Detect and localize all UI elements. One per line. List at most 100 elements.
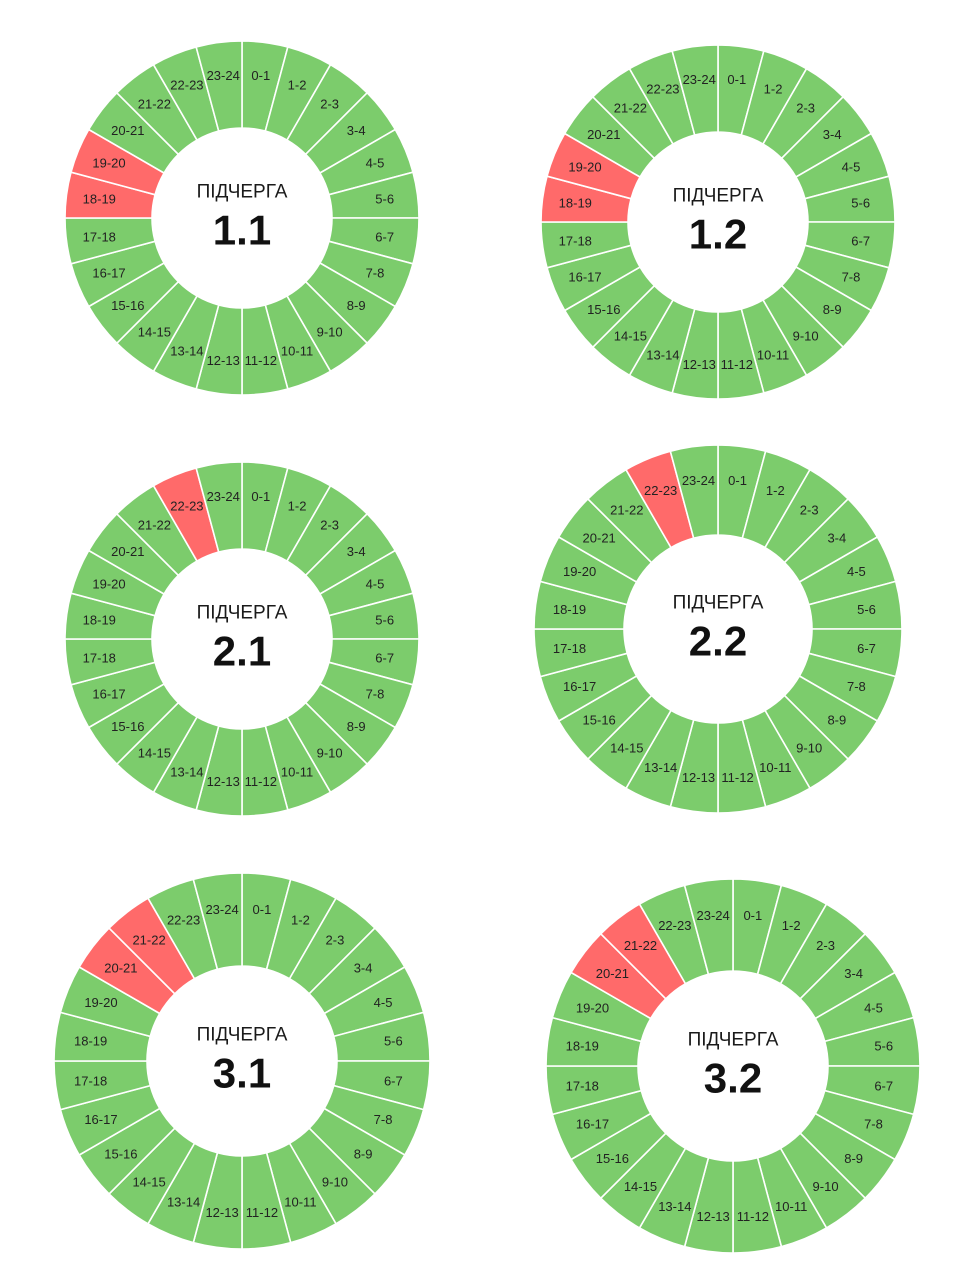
hour-label-6-7: 6-7	[375, 650, 394, 665]
hour-label-19-20: 19-20	[92, 576, 125, 591]
queue-chart-2.2: 0-1 1-2 2-3 3-4 4-5 5-6 6-7 7-8 8-9 9-10 10-11 11-1…	[533, 444, 903, 814]
hour-label-0-1: 0-1	[727, 72, 746, 87]
hour-label-20-21: 20-21	[596, 966, 629, 981]
hour-label-22-23: 22-23	[170, 499, 203, 514]
hour-label-22-23: 22-23	[167, 912, 200, 927]
hour-label-12-13: 12-13	[682, 770, 715, 785]
hour-label-4-5: 4-5	[847, 564, 866, 579]
hour-label-2-3: 2-3	[320, 517, 339, 532]
hour-label-20-21: 20-21	[583, 530, 616, 545]
hour-label-14-15: 14-15	[138, 325, 171, 340]
hour-label-6-7: 6-7	[851, 233, 870, 248]
hour-label-14-15: 14-15	[132, 1175, 165, 1190]
hour-label-13-14: 13-14	[170, 343, 203, 358]
hour-label-8-9: 8-9	[354, 1146, 373, 1161]
queue-number: 1.1	[213, 207, 271, 254]
hour-label-7-8: 7-8	[847, 679, 866, 694]
queue-chart-1.1: 0-1 1-2 2-3 3-4 4-5 5-6 6-7 7-8 8-9 9-10 10-11 11-1…	[64, 40, 420, 396]
hour-label-3-4: 3-4	[354, 961, 373, 976]
hour-label-13-14: 13-14	[646, 347, 679, 362]
hour-label-18-19: 18-19	[83, 192, 116, 207]
hour-label-0-1: 0-1	[251, 68, 270, 83]
hour-label-12-13: 12-13	[207, 774, 240, 789]
hour-label-7-8: 7-8	[374, 1112, 393, 1127]
hour-label-19-20: 19-20	[92, 155, 125, 170]
hour-label-3-4: 3-4	[823, 127, 842, 142]
queue-chart-2.1: 0-1 1-2 2-3 3-4 4-5 5-6 6-7 7-8 8-9 9-10 10-11 11-1…	[64, 461, 420, 817]
hour-label-15-16: 15-16	[583, 713, 616, 728]
hour-label-17-18: 17-18	[83, 650, 116, 665]
hour-label-9-10: 9-10	[796, 740, 822, 755]
hour-label-16-17: 16-17	[92, 266, 125, 281]
queue-number: 3.1	[213, 1050, 271, 1097]
hour-label-4-5: 4-5	[842, 159, 861, 174]
hour-label-17-18: 17-18	[83, 229, 116, 244]
hour-label-4-5: 4-5	[366, 155, 385, 170]
hour-label-4-5: 4-5	[366, 576, 385, 591]
hour-label-1-2: 1-2	[764, 82, 783, 97]
hour-label-11-12: 11-12	[737, 1209, 769, 1224]
chart-center	[624, 535, 812, 723]
hour-label-22-23: 22-23	[646, 82, 679, 97]
hour-label-4-5: 4-5	[374, 995, 393, 1010]
hour-label-6-7: 6-7	[375, 229, 394, 244]
queue-chart-1.2: 0-1 1-2 2-3 3-4 4-5 5-6 6-7 7-8 8-9 9-10 10-11 11-1…	[540, 44, 896, 400]
hour-label-13-14: 13-14	[167, 1195, 200, 1210]
hour-label-11-12: 11-12	[245, 353, 277, 368]
hour-label-10-11: 10-11	[759, 760, 791, 775]
hour-label-6-7: 6-7	[384, 1073, 403, 1088]
hour-label-19-20: 19-20	[563, 564, 596, 579]
hour-label-20-21: 20-21	[587, 127, 620, 142]
hour-label-18-19: 18-19	[83, 613, 116, 628]
hour-label-21-22: 21-22	[614, 100, 647, 115]
hour-label-1-2: 1-2	[288, 499, 307, 514]
hour-label-23-24: 23-24	[697, 908, 730, 923]
queue-number: 2.1	[213, 628, 271, 675]
hour-label-18-19: 18-19	[553, 602, 586, 617]
hour-label-1-2: 1-2	[782, 918, 801, 933]
chart-center	[152, 128, 332, 308]
hour-label-9-10: 9-10	[322, 1175, 348, 1190]
hour-label-2-3: 2-3	[326, 932, 345, 947]
hour-label-3-4: 3-4	[844, 966, 863, 981]
hour-label-20-21: 20-21	[111, 123, 144, 138]
hour-label-23-24: 23-24	[207, 489, 240, 504]
hour-label-5-6: 5-6	[857, 602, 876, 617]
chart-center	[628, 132, 808, 312]
hour-label-17-18: 17-18	[566, 1078, 599, 1093]
hour-label-8-9: 8-9	[823, 302, 842, 317]
queue-number: 2.2	[689, 618, 747, 665]
hour-label-20-21: 20-21	[104, 961, 137, 976]
hour-label-8-9: 8-9	[844, 1151, 863, 1166]
hour-label-12-13: 12-13	[697, 1209, 730, 1224]
hour-label-22-23: 22-23	[644, 483, 677, 498]
hour-label-17-18: 17-18	[559, 233, 592, 248]
queue-title: ПІДЧЕРГА	[197, 603, 288, 624]
hour-label-3-4: 3-4	[347, 123, 366, 138]
hour-label-17-18: 17-18	[553, 641, 586, 656]
hour-label-7-8: 7-8	[842, 270, 861, 285]
queue-title: ПІДЧЕРГА	[197, 1025, 288, 1046]
hour-label-15-16: 15-16	[587, 302, 620, 317]
hour-label-5-6: 5-6	[384, 1034, 403, 1049]
hour-label-8-9: 8-9	[827, 713, 846, 728]
hour-label-20-21: 20-21	[111, 544, 144, 559]
hour-label-19-20: 19-20	[84, 995, 117, 1010]
hour-label-1-2: 1-2	[291, 912, 310, 927]
hour-label-10-11: 10-11	[775, 1199, 807, 1214]
hour-label-23-24: 23-24	[205, 902, 238, 917]
hour-label-5-6: 5-6	[375, 613, 394, 628]
hour-label-11-12: 11-12	[721, 357, 753, 372]
hour-label-1-2: 1-2	[766, 483, 785, 498]
hour-label-10-11: 10-11	[281, 343, 313, 358]
hour-label-5-6: 5-6	[851, 196, 870, 211]
hour-label-3-4: 3-4	[347, 544, 366, 559]
hour-label-12-13: 12-13	[205, 1205, 238, 1220]
queue-title: ПІДЧЕРГА	[197, 182, 288, 203]
hour-label-13-14: 13-14	[644, 760, 677, 775]
hour-label-12-13: 12-13	[207, 353, 240, 368]
hour-label-4-5: 4-5	[864, 1000, 883, 1015]
hour-label-0-1: 0-1	[743, 908, 762, 923]
hour-label-6-7: 6-7	[874, 1078, 893, 1093]
hour-label-17-18: 17-18	[74, 1073, 107, 1088]
